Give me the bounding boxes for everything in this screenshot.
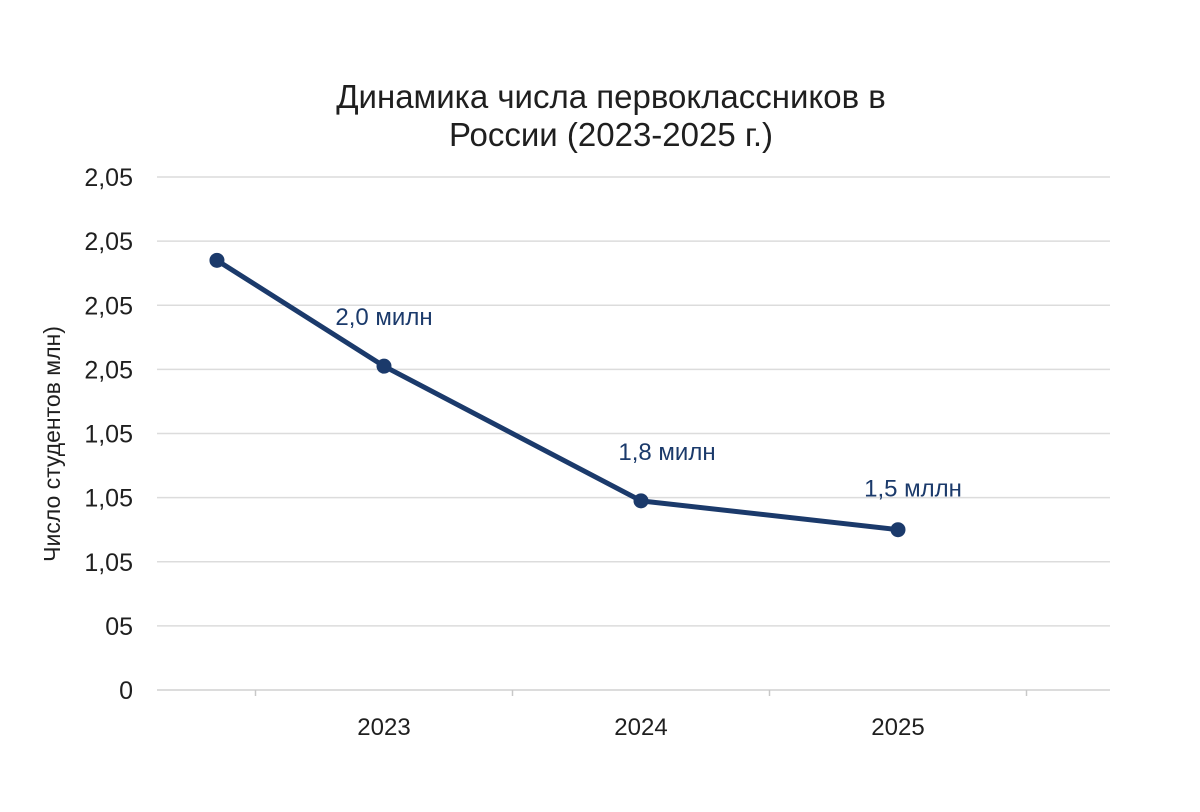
y-tick-label: 2,05 (84, 164, 133, 192)
y-tick-label: 2,05 (84, 228, 133, 256)
y-tick-label: 05 (105, 613, 133, 641)
y-tick-label: 1,05 (84, 485, 133, 513)
axes (157, 689, 1110, 696)
grid-lines (157, 176, 1110, 627)
series-line (214, 257, 901, 533)
data-point (209, 252, 225, 268)
chart-title-line-1: Динамика числа первоклассников в (336, 78, 886, 115)
y-tick-label: 2,05 (84, 292, 133, 320)
x-tick-label: 2024 (614, 714, 667, 741)
data-point (633, 493, 649, 509)
y-tick-label: 1,05 (84, 549, 133, 577)
data-label: 2,0 милн (335, 304, 432, 331)
data-point (890, 522, 906, 538)
data-label: 1,5 мллн (864, 476, 962, 503)
y-tick-label: 2,05 (84, 356, 133, 384)
x-tick-labels: 2023 2024 2025 (357, 714, 924, 741)
x-tick-label: 2025 (871, 714, 924, 741)
y-tick-label: 1,05 (84, 421, 133, 449)
series-layer: 2,0 милн 1,8 милн 1,5 мллн (209, 252, 962, 538)
y-axis-label: Число студентов млн) (39, 326, 65, 562)
y-tick-labels: 0 05 1,05 1,05 1,05 2,05 2,05 2,05 2,05 (84, 164, 133, 705)
x-tick-label: 2023 (357, 714, 410, 741)
data-label: 1,8 милн (618, 439, 715, 466)
y-tick-label: 0 (119, 677, 133, 705)
chart-title-line-2: России (2023-2025 г.) (449, 116, 773, 153)
data-point (376, 358, 392, 374)
